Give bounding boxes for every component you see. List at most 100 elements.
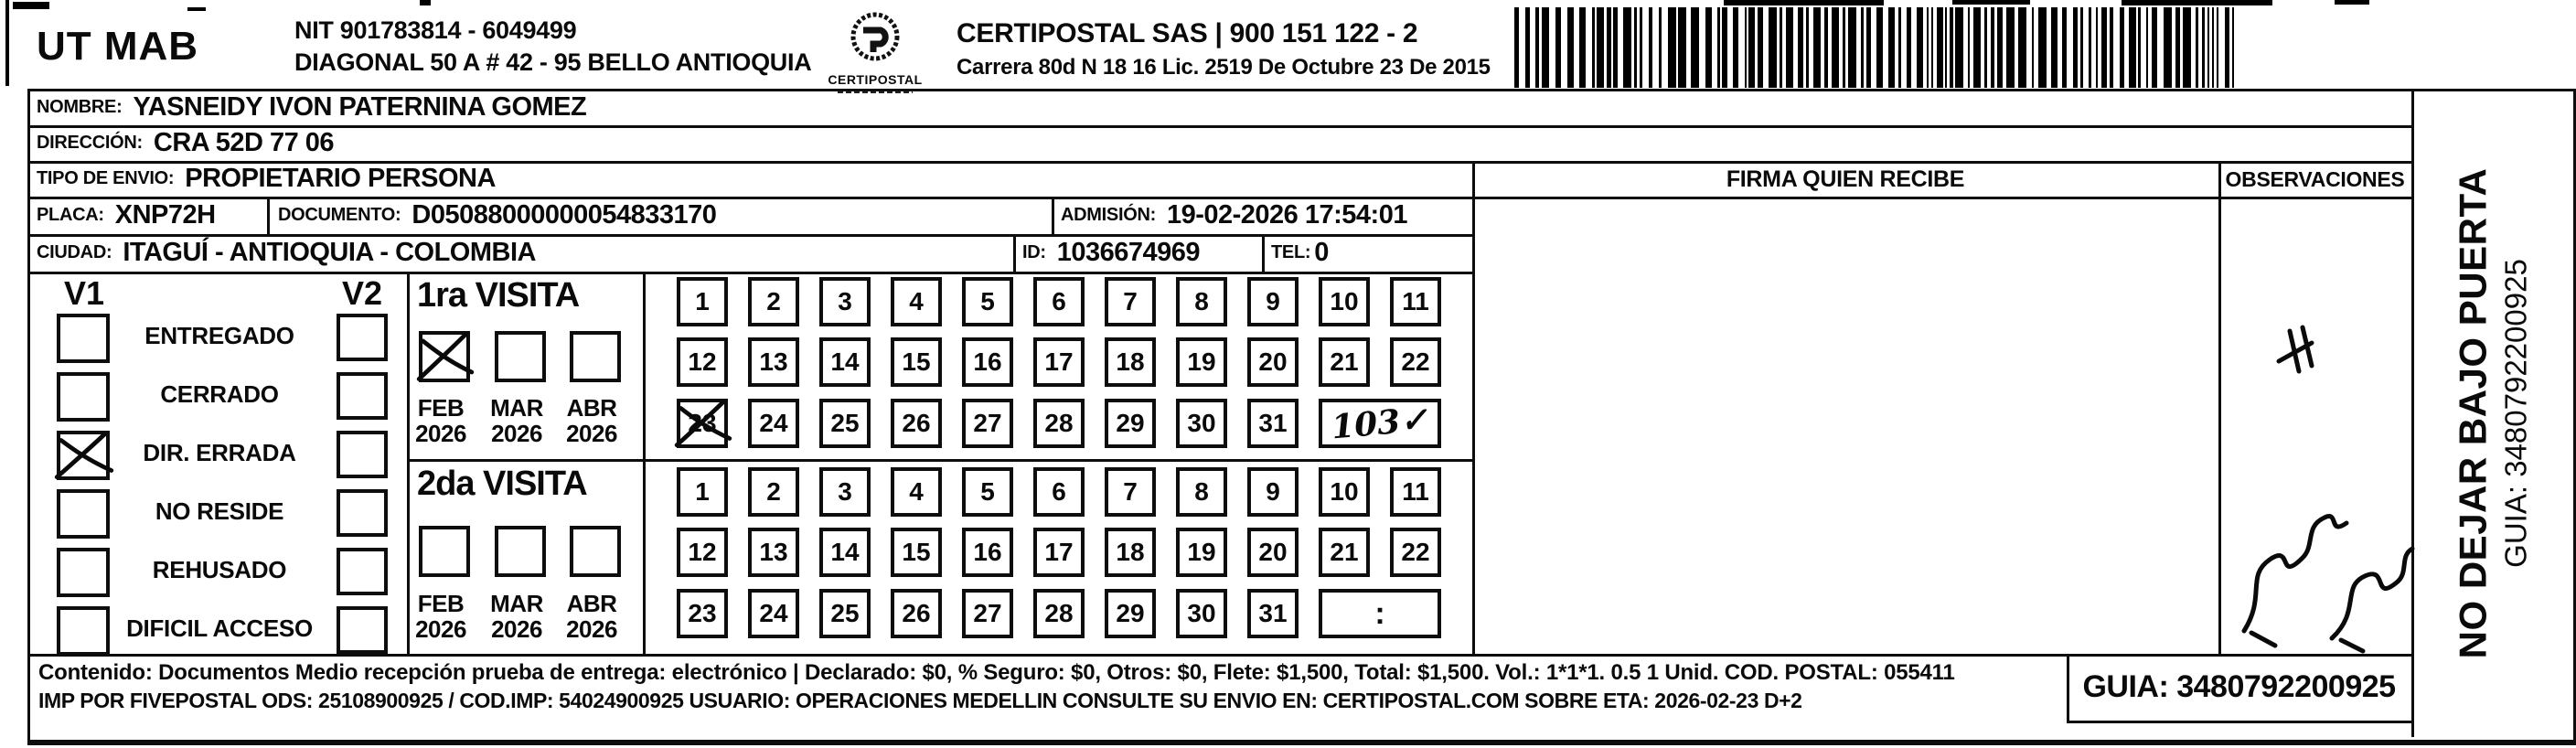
month-name: FEB [417,394,465,422]
day-cell-1ra-27[interactable]: 27 [962,399,1013,448]
placa-label: PLACA: [37,205,104,225]
month-checkbox-2da-feb[interactable] [419,526,470,577]
handwritten-day-note: 103✓ [1330,400,1430,447]
day-cell-1ra-15[interactable]: 15 [891,337,942,387]
day-cell-1ra-14[interactable]: 14 [819,337,871,387]
day-cell-2da-31[interactable]: 31 [1247,589,1299,638]
day-cell-2da-25[interactable]: 25 [819,589,871,638]
scan-artifact [13,2,49,9]
grid-line [2067,721,2411,723]
day-number: 3 [838,287,852,315]
day-cell-2da-20[interactable]: 20 [1247,528,1299,577]
v1-checkbox-dir-errada[interactable] [54,431,114,480]
day-cell-1ra-25[interactable]: 25 [819,399,871,448]
documento-cell: DOCUMENTO: D05088000000054833170 [278,197,717,234]
month-checkbox-1ra-feb[interactable] [416,331,475,382]
day-cell-2da-8[interactable]: 8 [1176,467,1227,517]
day-cell-1ra-11[interactable]: 11 [1390,277,1441,326]
direccion-row: DIRECCIÓN: CRA 52D 77 06 [37,125,335,161]
day-number: 15 [902,347,931,376]
day-cell-2da-10[interactable]: 10 [1319,467,1370,517]
day-cell-1ra-26[interactable]: 26 [891,399,942,448]
day-cell-1ra-24[interactable]: 24 [748,399,799,448]
day-cell-1ra-12[interactable]: 12 [677,337,728,387]
day-cell-1ra-20[interactable]: 20 [1247,337,1299,387]
day-cell-1ra-28[interactable]: 28 [1033,399,1085,448]
scan-artifact [187,7,206,11]
day-note-cell-1ra[interactable]: 103✓ [1319,399,1441,448]
grid-line [27,234,1472,237]
day-cell-2da-2[interactable]: 2 [748,467,799,517]
day-cell-2da-24[interactable]: 24 [748,589,799,638]
day-cell-2da-16[interactable]: 16 [962,528,1013,577]
id-value: 1036674969 [1056,238,1201,267]
day-cell-1ra-5[interactable]: 5 [962,277,1013,326]
day-cell-2da-14[interactable]: 14 [819,528,871,577]
day-cell-1ra-3[interactable]: 3 [819,277,871,326]
day-cell-1ra-4[interactable]: 4 [891,277,942,326]
day-cell-2da-4[interactable]: 4 [891,467,942,517]
day-number: 30 [1187,599,1216,627]
v2-checkbox-dificil-acceso[interactable] [337,606,388,654]
sender-nit-block: NIT 901783814 - 6049499 DIAGONAL 50 A # … [294,15,812,79]
month-checkbox-1ra-mar[interactable] [495,331,546,382]
month-year: 2026 [415,615,466,644]
v1-checkbox-no-reside[interactable] [57,489,110,539]
day-cell-2da-18[interactable]: 18 [1105,528,1156,577]
day-cell-1ra-30[interactable]: 30 [1176,399,1227,448]
day-cell-2da-12[interactable]: 12 [677,528,728,577]
month-checkbox-1ra-abr[interactable] [570,331,621,382]
day-cell-1ra-1[interactable]: 1 [677,277,728,326]
day-cell-2da-7[interactable]: 7 [1105,467,1156,517]
day-cell-2da-13[interactable]: 13 [748,528,799,577]
day-cell-1ra-18[interactable]: 18 [1105,337,1156,387]
day-cell-1ra-13[interactable]: 13 [748,337,799,387]
day-cell-1ra-6[interactable]: 6 [1033,277,1085,326]
day-cell-1ra-19[interactable]: 19 [1176,337,1227,387]
day-cell-1ra-23[interactable]: 23 [674,399,732,448]
day-cell-2da-1[interactable]: 1 [677,467,728,517]
month-checkbox-2da-abr[interactable] [570,526,621,577]
day-cell-2da-9[interactable]: 9 [1247,467,1299,517]
postal-seal-icon [850,12,900,61]
v2-checkbox-rehusado[interactable] [337,548,388,595]
v2-checkbox-dir-errada[interactable] [337,431,388,478]
v1-checkbox-rehusado[interactable] [57,548,110,597]
v1-checkbox-entregado[interactable] [57,314,110,363]
day-cell-1ra-21[interactable]: 21 [1319,337,1370,387]
day-cell-2da-11[interactable]: 11 [1390,467,1441,517]
grid-line [27,654,2411,657]
day-cell-1ra-29[interactable]: 29 [1105,399,1156,448]
day-cell-2da-22[interactable]: 22 [1390,528,1441,577]
day-cell-2da-17[interactable]: 17 [1033,528,1085,577]
day-cell-2da-23[interactable]: 23 [677,589,728,638]
day-cell-2da-29[interactable]: 29 [1105,589,1156,638]
day-note-cell-2da[interactable]: : [1319,589,1441,638]
day-cell-2da-26[interactable]: 26 [891,589,942,638]
day-cell-2da-6[interactable]: 6 [1033,467,1085,517]
day-cell-1ra-2[interactable]: 2 [748,277,799,326]
day-cell-1ra-9[interactable]: 9 [1247,277,1299,326]
day-cell-1ra-8[interactable]: 8 [1176,277,1227,326]
day-cell-2da-21[interactable]: 21 [1319,528,1370,577]
day-cell-1ra-7[interactable]: 7 [1105,277,1156,326]
v1-checkbox-cerrado[interactable] [57,372,110,422]
day-cell-2da-27[interactable]: 27 [962,589,1013,638]
day-cell-1ra-17[interactable]: 17 [1033,337,1085,387]
day-cell-1ra-10[interactable]: 10 [1319,277,1370,326]
day-cell-2da-28[interactable]: 28 [1033,589,1085,638]
day-cell-2da-15[interactable]: 15 [891,528,942,577]
day-cell-1ra-31[interactable]: 31 [1247,399,1299,448]
month-checkbox-2da-mar[interactable] [495,526,546,577]
v2-checkbox-cerrado[interactable] [337,372,388,420]
ciudad-label: CIUDAD: [37,242,112,262]
v2-checkbox-entregado[interactable] [337,314,388,361]
day-cell-1ra-22[interactable]: 22 [1390,337,1441,387]
day-cell-2da-19[interactable]: 19 [1176,528,1227,577]
day-cell-1ra-16[interactable]: 16 [962,337,1013,387]
v1-checkbox-dificil-acceso[interactable] [57,606,110,656]
v2-checkbox-no-reside[interactable] [337,489,388,537]
day-cell-2da-30[interactable]: 30 [1176,589,1227,638]
day-cell-2da-3[interactable]: 3 [819,467,871,517]
day-cell-2da-5[interactable]: 5 [962,467,1013,517]
